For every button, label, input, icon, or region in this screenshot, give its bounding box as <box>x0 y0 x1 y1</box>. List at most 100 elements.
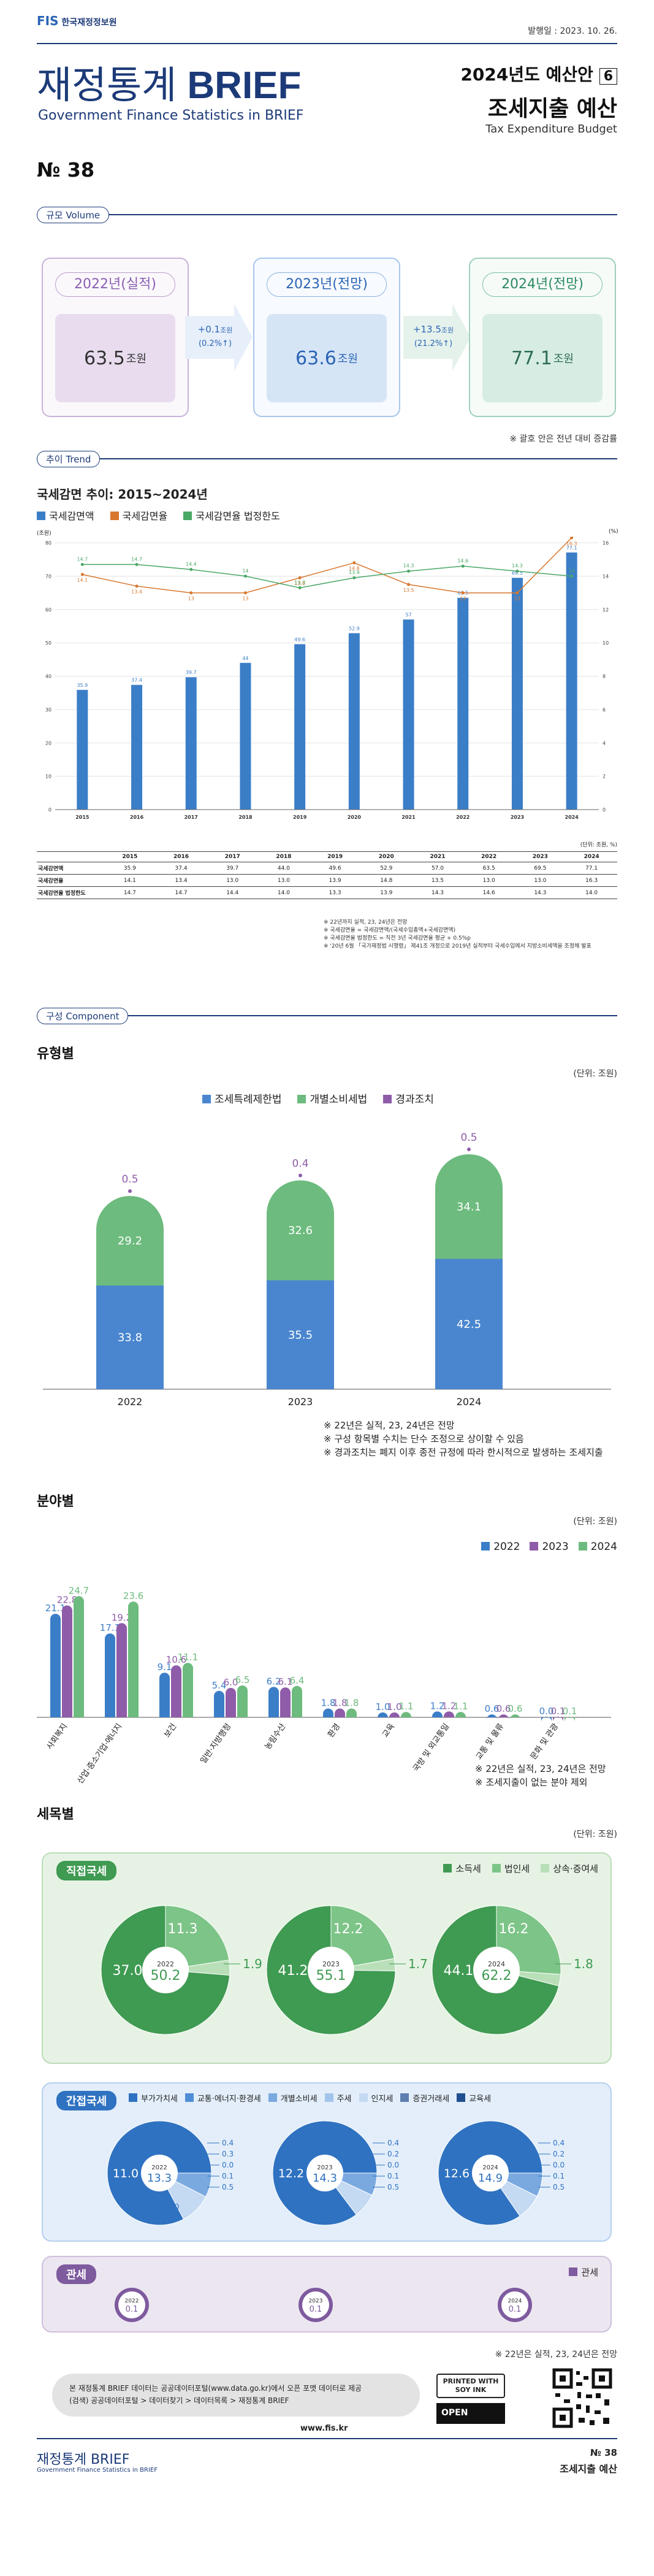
field-bar <box>432 1711 443 1717</box>
issue-date: 발행일 : 2023. 10. 26. <box>528 26 617 36</box>
line-data-label: 14 <box>242 568 248 573</box>
pie-data-label: 0.1 <box>387 2172 399 2180</box>
x-tick-label: 2019 <box>293 815 307 820</box>
series-line-2 <box>82 564 572 589</box>
volume-value-2023: 63.6 조원 <box>267 314 387 402</box>
table-corner <box>37 851 104 862</box>
volume-year-2023: 2023년(전망) <box>267 272 387 297</box>
table-header: 2021 <box>412 851 463 862</box>
bar-data-label: 0.0 <box>539 1706 554 1717</box>
x-tick-label: 2021 <box>401 815 416 820</box>
line-data-label: 14.7 <box>77 556 88 562</box>
pie-total-label: 55.1 <box>316 1968 346 1984</box>
y2-tick-label: 10 <box>603 640 609 646</box>
legend-item: 주세 <box>324 2092 352 2104</box>
type-unit: (단위: 조원) <box>573 1069 617 1079</box>
table-cell: 13.9 <box>360 886 413 899</box>
pie-data-label: 0.2 <box>387 2150 399 2158</box>
bar-data-label: 1.1 <box>454 1701 468 1712</box>
stacked-bar-segment <box>96 1286 164 1389</box>
bar-data-label: 77.1 <box>566 545 577 551</box>
legend-item: 인지세 <box>359 2092 393 2104</box>
table-row-label: 국세감면율 법정한도 <box>37 886 104 899</box>
field-bar <box>226 1688 236 1717</box>
field-bar <box>401 1712 411 1717</box>
pie-center <box>142 1947 189 1993</box>
bar-data-label: 1.0 <box>387 1701 402 1712</box>
line-data-label: 13 <box>242 596 248 602</box>
line-point <box>298 576 302 580</box>
line-point <box>298 586 302 589</box>
volume-value-2024: 77.1 조원 <box>482 314 603 402</box>
detail-note: ※ 22년은 실적, 23, 24년은 전망 <box>495 2350 617 2359</box>
trend-bar <box>511 578 523 810</box>
table-cell: 35.9 <box>104 862 156 875</box>
table-cell: 14.6 <box>463 886 515 899</box>
x-tick-label: 2015 <box>75 815 89 820</box>
pie-year-label: 2023 <box>322 1960 340 1968</box>
line-data-label: 13.9 <box>349 570 360 575</box>
bar-data-label: 6.2 <box>267 1676 281 1687</box>
pie-data-label: 0.5 <box>222 2183 234 2191</box>
x-tick-label: 교통 및 물류 <box>474 1722 506 1761</box>
pie-data-label: 0.0 <box>222 2161 234 2169</box>
trend-unit-right: (%) <box>609 529 618 535</box>
field-bar <box>389 1712 400 1718</box>
x-tick-label: 2022 <box>118 1396 143 1408</box>
table-cell: 14.7 <box>155 886 207 899</box>
line-point <box>352 561 356 565</box>
pie-data-label: 41.2 <box>278 1963 308 1979</box>
table-header: 2020 <box>360 851 413 862</box>
topic-en: Tax Expenditure Budget <box>485 123 617 136</box>
x-tick-label: 2017 <box>184 815 198 820</box>
legend-item: 국세감면율 법정한도 <box>183 508 280 523</box>
transition-data-label: 0.5 <box>460 1132 477 1144</box>
table-header: 2023 <box>514 851 566 862</box>
line-point <box>515 569 519 573</box>
data-source-box: 본 재정통계 BRIEF 데이터는 공공데이터포털(www.data.go.kr… <box>52 2374 420 2417</box>
pie-year-label: 2022 <box>157 1960 174 1968</box>
trend-notes: ※ 22년까지 실적, 23, 24년은 전망 ※ 국세감면율 = 국세감면액/(… <box>324 919 591 949</box>
detail-unit: (단위: 조원) <box>573 1830 617 1839</box>
bar-data-label: 1.8 <box>344 1698 359 1709</box>
pie-data-label: 12.2 <box>278 2167 304 2180</box>
line-data-label: 13.9 <box>294 581 305 586</box>
pie-data-label: 1.0 <box>167 2203 180 2212</box>
bar-data-label: 5.4 <box>212 1680 227 1691</box>
y-tick-label: 70 <box>45 573 51 579</box>
website-link[interactable]: www.fis.kr <box>300 2424 348 2433</box>
series-label: 2024년도 예산안 6 <box>460 61 617 86</box>
table-cell: 13.3 <box>309 886 361 899</box>
table-cell: 14.0 <box>566 886 617 899</box>
bar-data-label: 1.8 <box>333 1698 348 1709</box>
bar-data-label: 24.7 <box>69 1585 89 1596</box>
line-data-label: 14.1 <box>77 578 88 583</box>
line-point <box>135 585 139 588</box>
y-tick-label: 60 <box>45 607 51 613</box>
bar-data-label: 39.7 <box>186 670 197 675</box>
trend-bar <box>403 619 414 810</box>
segment-data-label: 35.5 <box>288 1328 313 1341</box>
x-tick-label: 산업·중소기업·에너지 <box>76 1722 124 1786</box>
legend-item: 교통·에너지·환경세 <box>184 2092 261 2104</box>
table-cell: 44.0 <box>258 862 310 875</box>
pie-data-label: 1.7 <box>408 1957 428 1971</box>
table-cell: 63.5 <box>463 862 515 875</box>
table-cell: 13.0 <box>514 874 566 887</box>
pie-total-label: 13.3 <box>147 2172 172 2185</box>
x-tick-label: 2018 <box>238 815 253 820</box>
bar-data-label: 1.0 <box>376 1701 390 1712</box>
bar-data-label: 1.2 <box>442 1700 457 1711</box>
pie-total-label: 14.3 <box>313 2172 337 2185</box>
bar-data-label: 17.1 <box>100 1622 120 1633</box>
qr-code-icon[interactable] <box>552 2367 613 2429</box>
direct-tax-panel: 직접국세 소득세 법인세 상속·증여세 2022 50.2 37.0 11.3 1.9 2… <box>42 1852 612 2064</box>
line-data-label: 14.3 <box>403 563 414 569</box>
y2-tick-label: 14 <box>603 573 609 579</box>
line-point <box>352 576 356 580</box>
pie-year-label: 2024 <box>482 2164 498 2171</box>
field-bar <box>183 1663 193 1717</box>
table-cell: 13.0 <box>207 874 259 887</box>
legend-item: 조세특례제한법 <box>202 1091 281 1106</box>
